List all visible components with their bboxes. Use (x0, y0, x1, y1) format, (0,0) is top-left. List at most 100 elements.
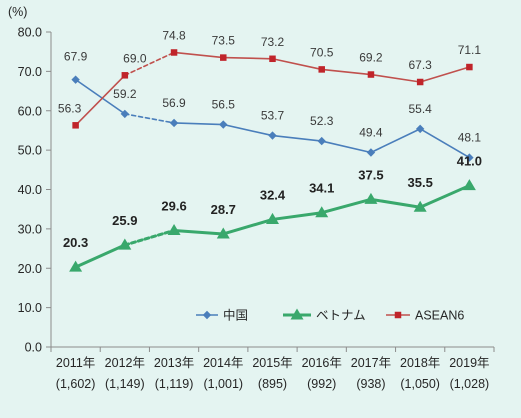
series-vietnam-segment (74, 243, 127, 269)
series-asean6-point (72, 122, 79, 129)
series-china-point (268, 131, 277, 140)
series-vietnam-data-label: 29.6 (161, 198, 186, 213)
series-vietnam-data-label: 41.0 (457, 154, 482, 169)
series-vietnam-segment (418, 184, 471, 209)
series-asean6-point (416, 78, 424, 86)
series-vietnam-data-label: 35.5 (408, 175, 433, 190)
x-tick-sublabel: (1,028) (450, 377, 490, 391)
series-china-data-label: 52.3 (310, 114, 334, 128)
series-vietnam-point (216, 227, 230, 239)
series-asean6-segment (173, 51, 225, 59)
series-china-segment (222, 123, 274, 137)
series-asean6-segment (419, 66, 471, 83)
series-china-data-label: 48.1 (458, 131, 482, 145)
series-vietnam-point (266, 212, 279, 224)
series-asean6-segment (74, 74, 126, 127)
series-china-point (465, 153, 474, 162)
series-china-point (415, 124, 425, 134)
series-china-point (219, 120, 228, 129)
series-asean6-data-label: 67.3 (408, 58, 432, 72)
x-tick-label: 2015年 (252, 356, 292, 370)
series-vietnam-segment (172, 228, 225, 236)
series-asean6-point (170, 49, 178, 56)
x-tick-label: 2017年 (351, 356, 391, 370)
y-tick-label: 30.0 (18, 222, 42, 236)
series-china-segment (370, 128, 421, 154)
series-asean6-point (318, 66, 325, 73)
x-tick-sublabel: (938) (356, 377, 385, 391)
series-asean6-data-label: 73.5 (212, 34, 236, 48)
series-china-segment (271, 134, 323, 142)
series-vietnam-point (364, 192, 378, 204)
series-vietnam-point (118, 238, 132, 250)
y-tick-label: 50.0 (18, 144, 42, 158)
x-tick-label: 2016年 (302, 356, 342, 370)
series-asean6-segment (320, 68, 372, 76)
series-china-segment (419, 128, 471, 159)
series-asean6-data-label: 74.8 (162, 28, 186, 42)
y-tick-label: 10.0 (18, 301, 42, 315)
series-asean6-segment (370, 73, 421, 83)
legend-asean6-marker (394, 311, 402, 319)
legend-asean6-label: ASEAN6 (415, 309, 464, 323)
series-china-data-label: 55.4 (408, 102, 432, 116)
y-tick-label: 60.0 (18, 104, 42, 118)
series-china-segment (173, 122, 225, 126)
y-tick-label: 0.0 (25, 341, 42, 355)
legend-china-marker (202, 310, 212, 320)
series-asean6-data-label: 56.3 (58, 101, 82, 115)
series-asean6-point (367, 71, 375, 78)
series-china-point (71, 75, 80, 84)
x-tick-label: 2019年 (449, 356, 489, 370)
series-vietnam-data-label: 34.1 (309, 181, 334, 196)
series-asean6-data-label: 69.2 (359, 51, 383, 65)
series-vietnam-data-label: 28.7 (211, 202, 236, 217)
series-vietnam-data-label: 25.9 (112, 213, 137, 228)
series-vietnam-segment (369, 197, 422, 209)
series-vietnam-point (413, 200, 427, 212)
series-china-data-label: 56.9 (162, 96, 186, 110)
x-tick-label: 2018年 (400, 356, 440, 370)
series-asean6-segment (222, 56, 274, 60)
x-tick-label: 2012年 (105, 356, 145, 370)
y-tick-label: 40.0 (18, 183, 42, 197)
y-tick-label: 80.0 (18, 26, 42, 40)
series-asean6-data-label: 70.5 (310, 45, 334, 59)
series-china-data-label: 59.2 (113, 87, 137, 101)
series-vietnam-data-label: 37.5 (358, 167, 383, 182)
series-vietnam-segment (221, 217, 274, 236)
legend-vietnam-marker (290, 308, 304, 320)
series-asean6-segment (124, 51, 175, 77)
y-tick-label: 70.0 (18, 65, 42, 79)
x-tick-sublabel: (1,119) (155, 377, 194, 391)
series-vietnam-point (167, 223, 181, 235)
series-asean6-point (466, 63, 473, 71)
series-asean6-segment (271, 57, 323, 71)
series-china-point (120, 109, 130, 119)
series-vietnam-data-label: 32.4 (260, 187, 286, 202)
series-asean6-data-label: 73.2 (261, 35, 285, 49)
series-vietnam-point (462, 179, 476, 191)
series-vietnam-segment (320, 197, 373, 215)
x-tick-sublabel: (1,050) (400, 377, 440, 391)
x-tick-sublabel: (1,149) (105, 377, 145, 391)
x-tick-label: 2014年 (203, 356, 243, 370)
series-vietnam-data-label: 20.3 (63, 235, 88, 250)
x-tick-sublabel: (1,602) (56, 377, 96, 391)
series-china-segment (320, 140, 372, 154)
series-china-segment (74, 78, 126, 115)
series-china-point (169, 118, 179, 128)
series-china-data-label: 67.9 (64, 50, 88, 64)
series-asean6-point (269, 55, 276, 63)
x-tick-sublabel: (895) (258, 377, 287, 391)
series-china-segment (124, 113, 175, 124)
series-china-data-label: 49.4 (359, 125, 383, 139)
series-china-point (317, 136, 326, 146)
x-tick-sublabel: (992) (307, 377, 336, 391)
legend-vietnam-label: ベトナム (316, 309, 366, 323)
y-tick-label: 20.0 (18, 262, 42, 276)
series-asean6-point (220, 54, 227, 61)
series-china-data-label: 56.5 (212, 98, 236, 112)
